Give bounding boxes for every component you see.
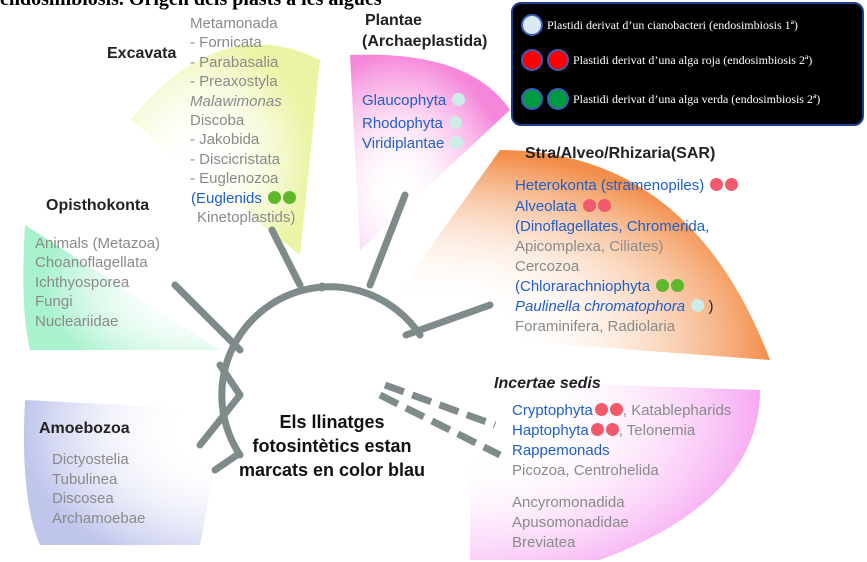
red-dot-icon xyxy=(605,423,619,436)
green-dot-icon xyxy=(283,191,297,204)
sar-item: Cercozoa xyxy=(515,258,580,275)
haptophyta-label: Haptophyta xyxy=(512,422,589,439)
sector-sar xyxy=(400,150,770,360)
sar-item: (Chlorarachniophyta xyxy=(515,278,651,295)
opisthokonta-item: Fungi xyxy=(35,293,73,310)
sar-item: Heterokonta (stramenopiles) xyxy=(515,177,705,194)
incertae-item: Breviatea xyxy=(512,534,576,551)
red-dot-icon xyxy=(725,178,739,191)
amoebozoa-item: Dictyostelia xyxy=(52,451,129,468)
sector-incertae xyxy=(470,380,760,560)
sar-item: ) xyxy=(708,298,714,315)
group-title-opisthokonta: Opisthokonta xyxy=(46,197,150,214)
green-dot-icon xyxy=(656,279,670,292)
excavata-item: - Jakobida xyxy=(190,131,260,148)
euglenids-row: (Euglenids xyxy=(191,189,297,208)
excavata-item: Metamonada xyxy=(190,15,278,32)
red-dot-icon xyxy=(710,178,724,191)
excavata-item: - Discicristata xyxy=(190,151,281,168)
legend-row-red: Plastidi derivat d’una alga roja (endosi… xyxy=(521,49,812,71)
plantae-item-row: Rhodophyta xyxy=(362,114,463,133)
legend-box: Plastidi derivat d’un cianobacteri (endo… xyxy=(511,2,864,126)
red-circle-icon xyxy=(521,49,543,71)
group-title-sar: Stra/Alveo/Rhizaria(SAR) xyxy=(525,145,716,162)
group-title-incertae-sedis: Incertae sedis xyxy=(494,375,601,392)
group-title-excavata: Excavata xyxy=(107,45,177,62)
primary-dot-icon xyxy=(691,299,705,312)
legend-label: Plastidi derivat d’una alga roja (endosi… xyxy=(573,52,813,67)
incertae-item: Apusomonadidae xyxy=(512,514,629,531)
plantae-item-row: Glaucophyta xyxy=(362,91,466,110)
incertae-item: Ancyromonadida xyxy=(512,494,625,511)
red-dot-icon xyxy=(597,199,611,212)
sar-item: Alveolata xyxy=(515,198,577,215)
excavata-item: Discoba xyxy=(190,112,245,129)
group-title-amoebozoa: Amoebozoa xyxy=(39,420,130,437)
red-dot-icon xyxy=(609,403,623,416)
excavata-item: Malawimonas xyxy=(190,93,282,110)
excavata-item: Kinetoplastids) xyxy=(197,209,296,226)
red-circle-icon xyxy=(547,49,569,71)
red-dot-icon xyxy=(582,199,596,212)
central-arc xyxy=(218,283,424,459)
plantae-item: Rhodophyta xyxy=(362,115,443,132)
green-dot-icon xyxy=(268,191,282,204)
opisthokonta-item: Ichthyosporea xyxy=(35,274,130,291)
legend-row-green: Plastidi derivat d’una alga verda (endos… xyxy=(521,88,820,110)
incertae-item: Picozoa, Centrohelida xyxy=(512,462,659,479)
green-dot-icon xyxy=(671,279,685,292)
excavata-item: - Euglenozoa xyxy=(190,170,279,187)
legend-label: Plastidi derivat d’un cianobacteri (endo… xyxy=(547,17,798,32)
red-dot-icon xyxy=(590,423,604,436)
pale-circle-icon xyxy=(521,14,543,36)
sar-item: (Dinoflagellates, Chromerida, xyxy=(515,218,710,235)
incertae-item-row: Cryptophyta , Katablepharids xyxy=(512,401,731,420)
incertae-item: , Telonemia xyxy=(618,422,696,439)
sar-item-row: Paulinella chromatophora ) xyxy=(515,297,713,316)
primary-dot-icon xyxy=(449,116,463,129)
sar-item: Apicomplexa, Ciliates) xyxy=(515,238,664,255)
center-note: Els llinatges fotosintètics estan marcat… xyxy=(238,412,426,480)
legend-row-primary: Plastidi derivat d’un cianobacteri (endo… xyxy=(521,14,798,36)
sar-item: Foraminifera, Radiolaria xyxy=(515,318,676,335)
group-subtitle-plantae: (Archaeplastida) xyxy=(362,33,488,50)
red-dot-icon xyxy=(594,403,608,416)
amoebozoa-item: Discosea xyxy=(52,490,114,507)
sar-item: Paulinella chromatophora xyxy=(515,298,686,315)
sector-plantae xyxy=(350,54,510,250)
excavata-item: - Preaxostyla xyxy=(190,73,278,90)
sector-opisthokonta xyxy=(23,225,221,350)
incertae-item-row: Haptophyta , Telonemia xyxy=(512,421,695,440)
opisthokonta-item: Choanoflagellata xyxy=(35,254,148,271)
plantae-item-row: Viridiplantae xyxy=(362,134,464,153)
plantae-item: Glaucophyta xyxy=(362,92,447,109)
sector-amoebozoa xyxy=(24,400,225,545)
opisthokonta-item: Animals (Metazoa) xyxy=(35,235,161,252)
excavata-item: - Parabasalia xyxy=(190,54,279,71)
cryptophyta-label: Cryptophyta xyxy=(512,402,593,419)
euglenids-label: (Euglenids xyxy=(191,190,262,207)
incertae-item: , Katablepharids xyxy=(622,402,732,419)
opisthokonta-item: Nucleariidae xyxy=(35,313,119,330)
green-circle-icon xyxy=(521,88,543,110)
sar-item-row: Alveolata xyxy=(515,197,611,216)
green-circle-icon xyxy=(547,88,569,110)
sar-item-row: Heterokonta (stramenopiles) xyxy=(515,176,739,195)
primary-dot-icon xyxy=(452,93,466,106)
dashed-branch-1 xyxy=(383,381,497,429)
dashed-branch-2 xyxy=(378,391,502,459)
sar-item-row: (Chlorarachniophyta xyxy=(515,277,685,296)
legend-label: Plastidi derivat d’una alga verda (endos… xyxy=(573,91,821,106)
page-title: endosimbiosis. Origen dels plasts a les … xyxy=(0,0,382,11)
group-title-plantae: Plantae xyxy=(365,12,422,29)
primary-dot-icon xyxy=(450,136,464,149)
amoebozoa-item: Archamoebae xyxy=(52,510,146,527)
excavata-item: - Fornicata xyxy=(190,34,262,51)
incertae-item: Rappemonads xyxy=(512,442,610,459)
plantae-item: Viridiplantae xyxy=(362,135,445,152)
amoebozoa-item: Tubulinea xyxy=(52,471,118,488)
